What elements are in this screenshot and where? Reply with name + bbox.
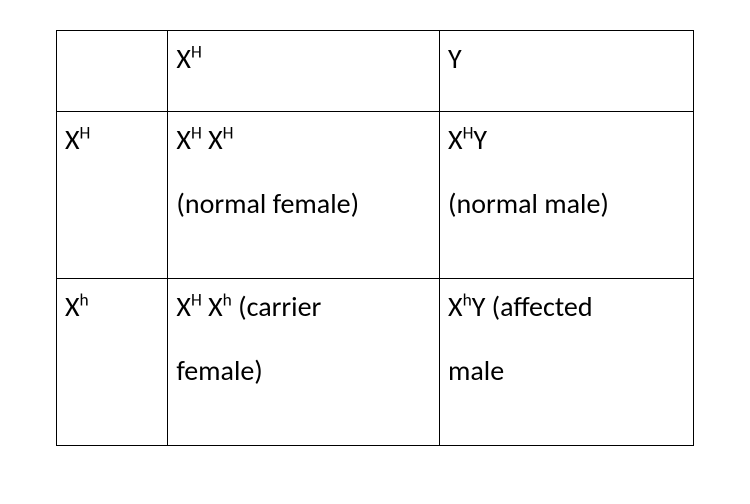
allele-base: X [65,289,80,324]
allele-sup: H [223,122,234,144]
phenotype: (normal female) [176,190,431,218]
row-header-1: XH [57,112,168,279]
cell-r1c2: XHY (normal male) [440,112,694,279]
phenotype: male [448,357,685,385]
cell-r1c1: XH XH (normal female) [168,112,440,279]
allele-base: X [176,122,191,157]
allele-base: Y [448,41,462,76]
allele-sup: h [223,289,232,311]
genotype-line: XH Xh (carrier [176,289,321,324]
allele-sup: H [463,122,474,144]
tail-text: (affected [485,289,592,324]
blank-corner [57,31,168,112]
allele-base: Y [472,289,486,324]
punnett-square: XH Y XH XH XH (normal female) XHY (norma… [56,30,694,446]
allele-base: X [65,122,80,157]
col-header-2: Y [440,31,694,112]
allele-sup: H [191,289,202,311]
allele-base: Y [473,122,487,157]
cell-r2c1: XH Xh (carrier female) [168,279,440,446]
allele-sup: H [191,41,202,63]
allele-base: X [208,289,223,324]
allele-sup: H [80,122,91,144]
table-row: Xh XH Xh (carrier female) XhY (affected … [57,279,694,446]
allele-sup: h [463,289,472,311]
col-header-1: XH [168,31,440,112]
allele-base: X [176,41,191,76]
header-row: XH Y [57,31,694,112]
cell-r2c2: XhY (affected male [440,279,694,446]
allele-base: X [208,122,223,157]
allele-sup: H [191,122,202,144]
allele-base: X [176,289,191,324]
allele-base: X [448,289,463,324]
allele-sup: h [80,289,89,311]
genotype-line: XhY (affected [448,289,593,324]
table-row: XH XH XH (normal female) XHY (normal mal… [57,112,694,279]
phenotype: (normal male) [448,190,685,218]
phenotype: female) [176,357,431,385]
allele-base: X [448,122,463,157]
genotype: XH XH [176,122,233,157]
genotype: XHY [448,122,487,157]
tail-text: (carrier [232,289,321,324]
row-header-2: Xh [57,279,168,446]
